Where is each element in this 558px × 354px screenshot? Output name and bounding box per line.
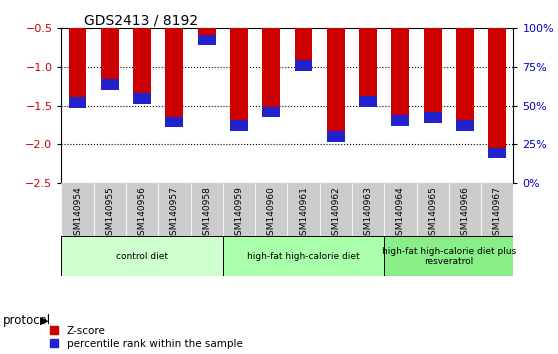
Text: GSM140965: GSM140965 [428, 186, 437, 241]
FancyBboxPatch shape [61, 183, 94, 236]
Bar [166, 116, 183, 127]
FancyBboxPatch shape [416, 183, 449, 236]
FancyBboxPatch shape [126, 183, 158, 236]
FancyBboxPatch shape [255, 183, 287, 236]
Bar [230, 120, 248, 131]
Bar [198, 28, 215, 45]
FancyBboxPatch shape [449, 183, 481, 236]
Text: high-fat high-calorie diet: high-fat high-calorie diet [247, 252, 360, 261]
Bar [230, 28, 248, 131]
Bar [101, 28, 119, 90]
Text: GSM140954: GSM140954 [73, 186, 82, 241]
FancyBboxPatch shape [223, 183, 255, 236]
FancyBboxPatch shape [384, 183, 416, 236]
Text: GSM140959: GSM140959 [234, 186, 243, 241]
FancyBboxPatch shape [94, 183, 126, 236]
Text: GSM140956: GSM140956 [138, 186, 147, 241]
Bar [262, 107, 280, 118]
Text: GDS2413 / 8192: GDS2413 / 8192 [84, 13, 198, 27]
FancyBboxPatch shape [320, 183, 352, 236]
Text: GSM140957: GSM140957 [170, 186, 179, 241]
Text: protocol: protocol [3, 314, 51, 327]
Text: ▶: ▶ [40, 315, 49, 325]
Text: GSM140961: GSM140961 [299, 186, 308, 241]
Bar [133, 93, 151, 104]
Bar [488, 148, 506, 159]
FancyBboxPatch shape [352, 183, 384, 236]
Bar [327, 28, 345, 142]
Bar [133, 28, 151, 104]
Bar [69, 28, 86, 108]
FancyBboxPatch shape [223, 236, 384, 276]
Text: GSM140958: GSM140958 [202, 186, 211, 241]
FancyBboxPatch shape [61, 236, 223, 276]
Bar [295, 28, 312, 71]
Bar [101, 79, 119, 90]
Bar [198, 34, 215, 45]
Bar [392, 115, 409, 126]
Bar [359, 96, 377, 107]
Text: GSM140960: GSM140960 [267, 186, 276, 241]
Bar [456, 120, 474, 131]
Bar [295, 60, 312, 71]
Text: GSM140962: GSM140962 [331, 186, 340, 241]
Bar [488, 28, 506, 159]
Text: GSM140955: GSM140955 [105, 186, 114, 241]
FancyBboxPatch shape [384, 236, 513, 276]
FancyBboxPatch shape [481, 183, 513, 236]
Bar [424, 28, 441, 123]
Bar [327, 131, 345, 142]
Bar [456, 28, 474, 131]
Text: GSM140963: GSM140963 [364, 186, 373, 241]
Bar [69, 97, 86, 108]
Legend: Z-score, percentile rank within the sample: Z-score, percentile rank within the samp… [50, 326, 242, 349]
Text: GSM140964: GSM140964 [396, 186, 405, 241]
Bar [424, 112, 441, 123]
Text: GSM140966: GSM140966 [460, 186, 469, 241]
Text: control diet: control diet [116, 252, 168, 261]
Text: GSM140967: GSM140967 [493, 186, 502, 241]
Text: high-fat high-calorie diet plus
resveratrol: high-fat high-calorie diet plus resverat… [382, 246, 516, 266]
Bar [166, 28, 183, 127]
Bar [392, 28, 409, 126]
Bar [359, 28, 377, 107]
FancyBboxPatch shape [158, 183, 190, 236]
FancyBboxPatch shape [190, 183, 223, 236]
Bar [262, 28, 280, 118]
FancyBboxPatch shape [287, 183, 320, 236]
